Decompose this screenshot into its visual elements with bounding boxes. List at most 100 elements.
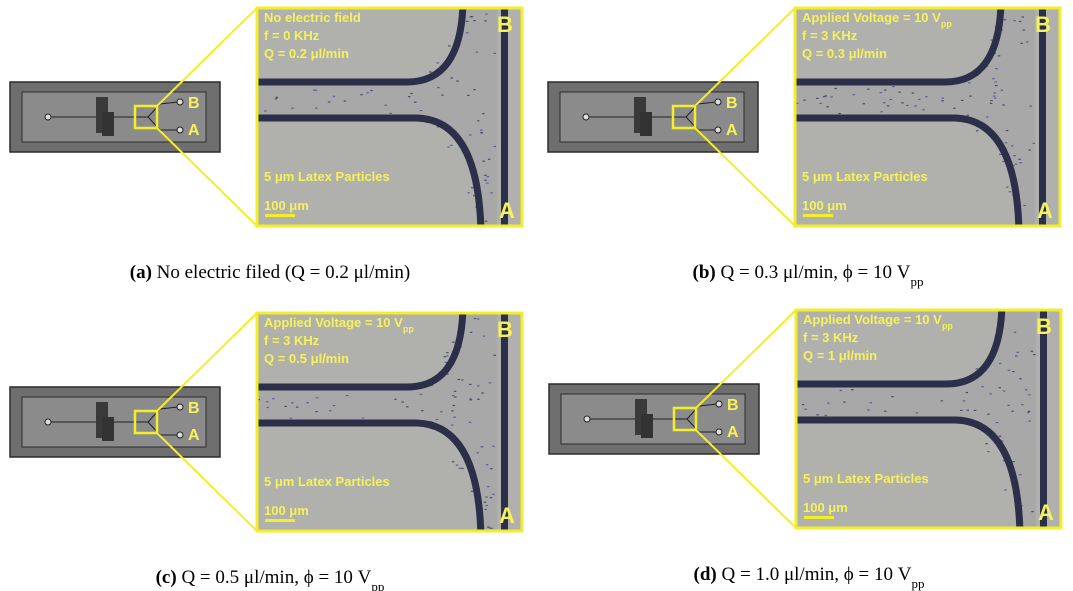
caption-sub: pp bbox=[910, 274, 923, 289]
particle bbox=[1013, 20, 1016, 21]
overlay-line: Q = 1 μl/min bbox=[803, 348, 877, 363]
particle bbox=[963, 400, 966, 401]
particle bbox=[941, 400, 944, 401]
particle bbox=[477, 318, 480, 319]
port bbox=[177, 404, 183, 410]
caption-text: Q = 0.5 μl/min, ϕ = 10 V bbox=[181, 567, 371, 588]
particle bbox=[914, 105, 917, 106]
particle bbox=[912, 92, 915, 93]
particle bbox=[891, 396, 894, 397]
port bbox=[716, 429, 722, 435]
particle bbox=[999, 436, 1002, 437]
particle bbox=[1004, 19, 1007, 20]
particle bbox=[421, 410, 424, 411]
chip-label: A bbox=[188, 427, 200, 444]
caption-text: No electric filed (Q = 0.2 μl/min) bbox=[157, 262, 411, 283]
particle bbox=[466, 32, 469, 33]
particle bbox=[414, 102, 417, 103]
port bbox=[715, 99, 721, 105]
particle bbox=[494, 146, 497, 147]
particle bbox=[487, 486, 490, 487]
particle bbox=[825, 95, 828, 96]
corner-label: A bbox=[499, 198, 515, 223]
particle bbox=[992, 78, 995, 79]
particle bbox=[484, 509, 487, 510]
particle bbox=[994, 81, 997, 82]
particle bbox=[840, 390, 843, 391]
particle bbox=[394, 399, 397, 400]
particle bbox=[1021, 404, 1024, 405]
particle bbox=[825, 415, 828, 416]
particle bbox=[999, 387, 1002, 388]
particle bbox=[998, 55, 1001, 56]
particle bbox=[887, 105, 890, 106]
particle bbox=[987, 451, 990, 452]
particle bbox=[1006, 130, 1009, 131]
caption-label: (a) bbox=[130, 262, 152, 283]
particle bbox=[1013, 155, 1016, 156]
channel-wall bbox=[1039, 8, 1046, 226]
particle bbox=[1031, 351, 1034, 352]
overlay-line: Applied Voltage = 10 V bbox=[264, 315, 403, 330]
particle bbox=[466, 21, 469, 22]
particle bbox=[315, 411, 318, 412]
particle bbox=[816, 98, 819, 99]
particle bbox=[953, 108, 956, 109]
particle bbox=[996, 422, 999, 423]
particle bbox=[987, 414, 990, 415]
particle bbox=[834, 88, 837, 89]
particle bbox=[941, 100, 944, 101]
particle bbox=[976, 368, 979, 369]
particle bbox=[884, 411, 887, 412]
particle bbox=[389, 113, 392, 114]
particle bbox=[437, 87, 440, 88]
caption-sub: pp bbox=[371, 579, 384, 591]
channel-wall bbox=[501, 313, 508, 531]
particle bbox=[446, 352, 449, 353]
port bbox=[45, 114, 51, 120]
particle bbox=[1015, 164, 1018, 165]
particle bbox=[1005, 142, 1008, 143]
particle bbox=[994, 92, 997, 93]
particle bbox=[1006, 187, 1009, 188]
particle bbox=[863, 103, 866, 104]
particle bbox=[333, 96, 336, 97]
particle bbox=[410, 93, 413, 94]
scale-label: 100 μm bbox=[803, 500, 848, 515]
port bbox=[177, 127, 183, 133]
scale-bar bbox=[803, 214, 833, 217]
overlay-text: Q = 0.2 μl/min bbox=[264, 46, 349, 61]
particle bbox=[307, 402, 310, 403]
particle bbox=[459, 468, 462, 469]
particle bbox=[266, 401, 269, 402]
particle bbox=[291, 108, 294, 109]
particle bbox=[1009, 191, 1012, 192]
particle bbox=[313, 90, 316, 91]
particle bbox=[990, 103, 993, 104]
particle-label: 5 μm Latex Particles bbox=[264, 169, 390, 184]
particle bbox=[328, 101, 331, 102]
particle bbox=[1012, 461, 1015, 462]
particle bbox=[436, 62, 439, 63]
particle bbox=[1011, 411, 1014, 412]
scale-label: 100 μm bbox=[802, 198, 847, 213]
scale-bar bbox=[804, 516, 834, 519]
particle bbox=[333, 405, 336, 406]
particle bbox=[406, 406, 409, 407]
particle bbox=[454, 391, 457, 392]
overlay-text: Q = 1 μl/min bbox=[803, 348, 877, 363]
particle bbox=[370, 90, 373, 91]
chip-schematic: BA bbox=[10, 313, 257, 531]
particle bbox=[484, 180, 487, 181]
port bbox=[177, 432, 183, 438]
particle bbox=[264, 110, 267, 111]
particle bbox=[452, 342, 455, 343]
particle bbox=[1018, 159, 1021, 160]
particle bbox=[483, 161, 486, 162]
particle bbox=[456, 80, 459, 81]
particle bbox=[493, 53, 496, 54]
particle bbox=[453, 405, 456, 406]
particle bbox=[922, 109, 925, 110]
particle bbox=[473, 20, 476, 21]
particle bbox=[450, 145, 453, 146]
